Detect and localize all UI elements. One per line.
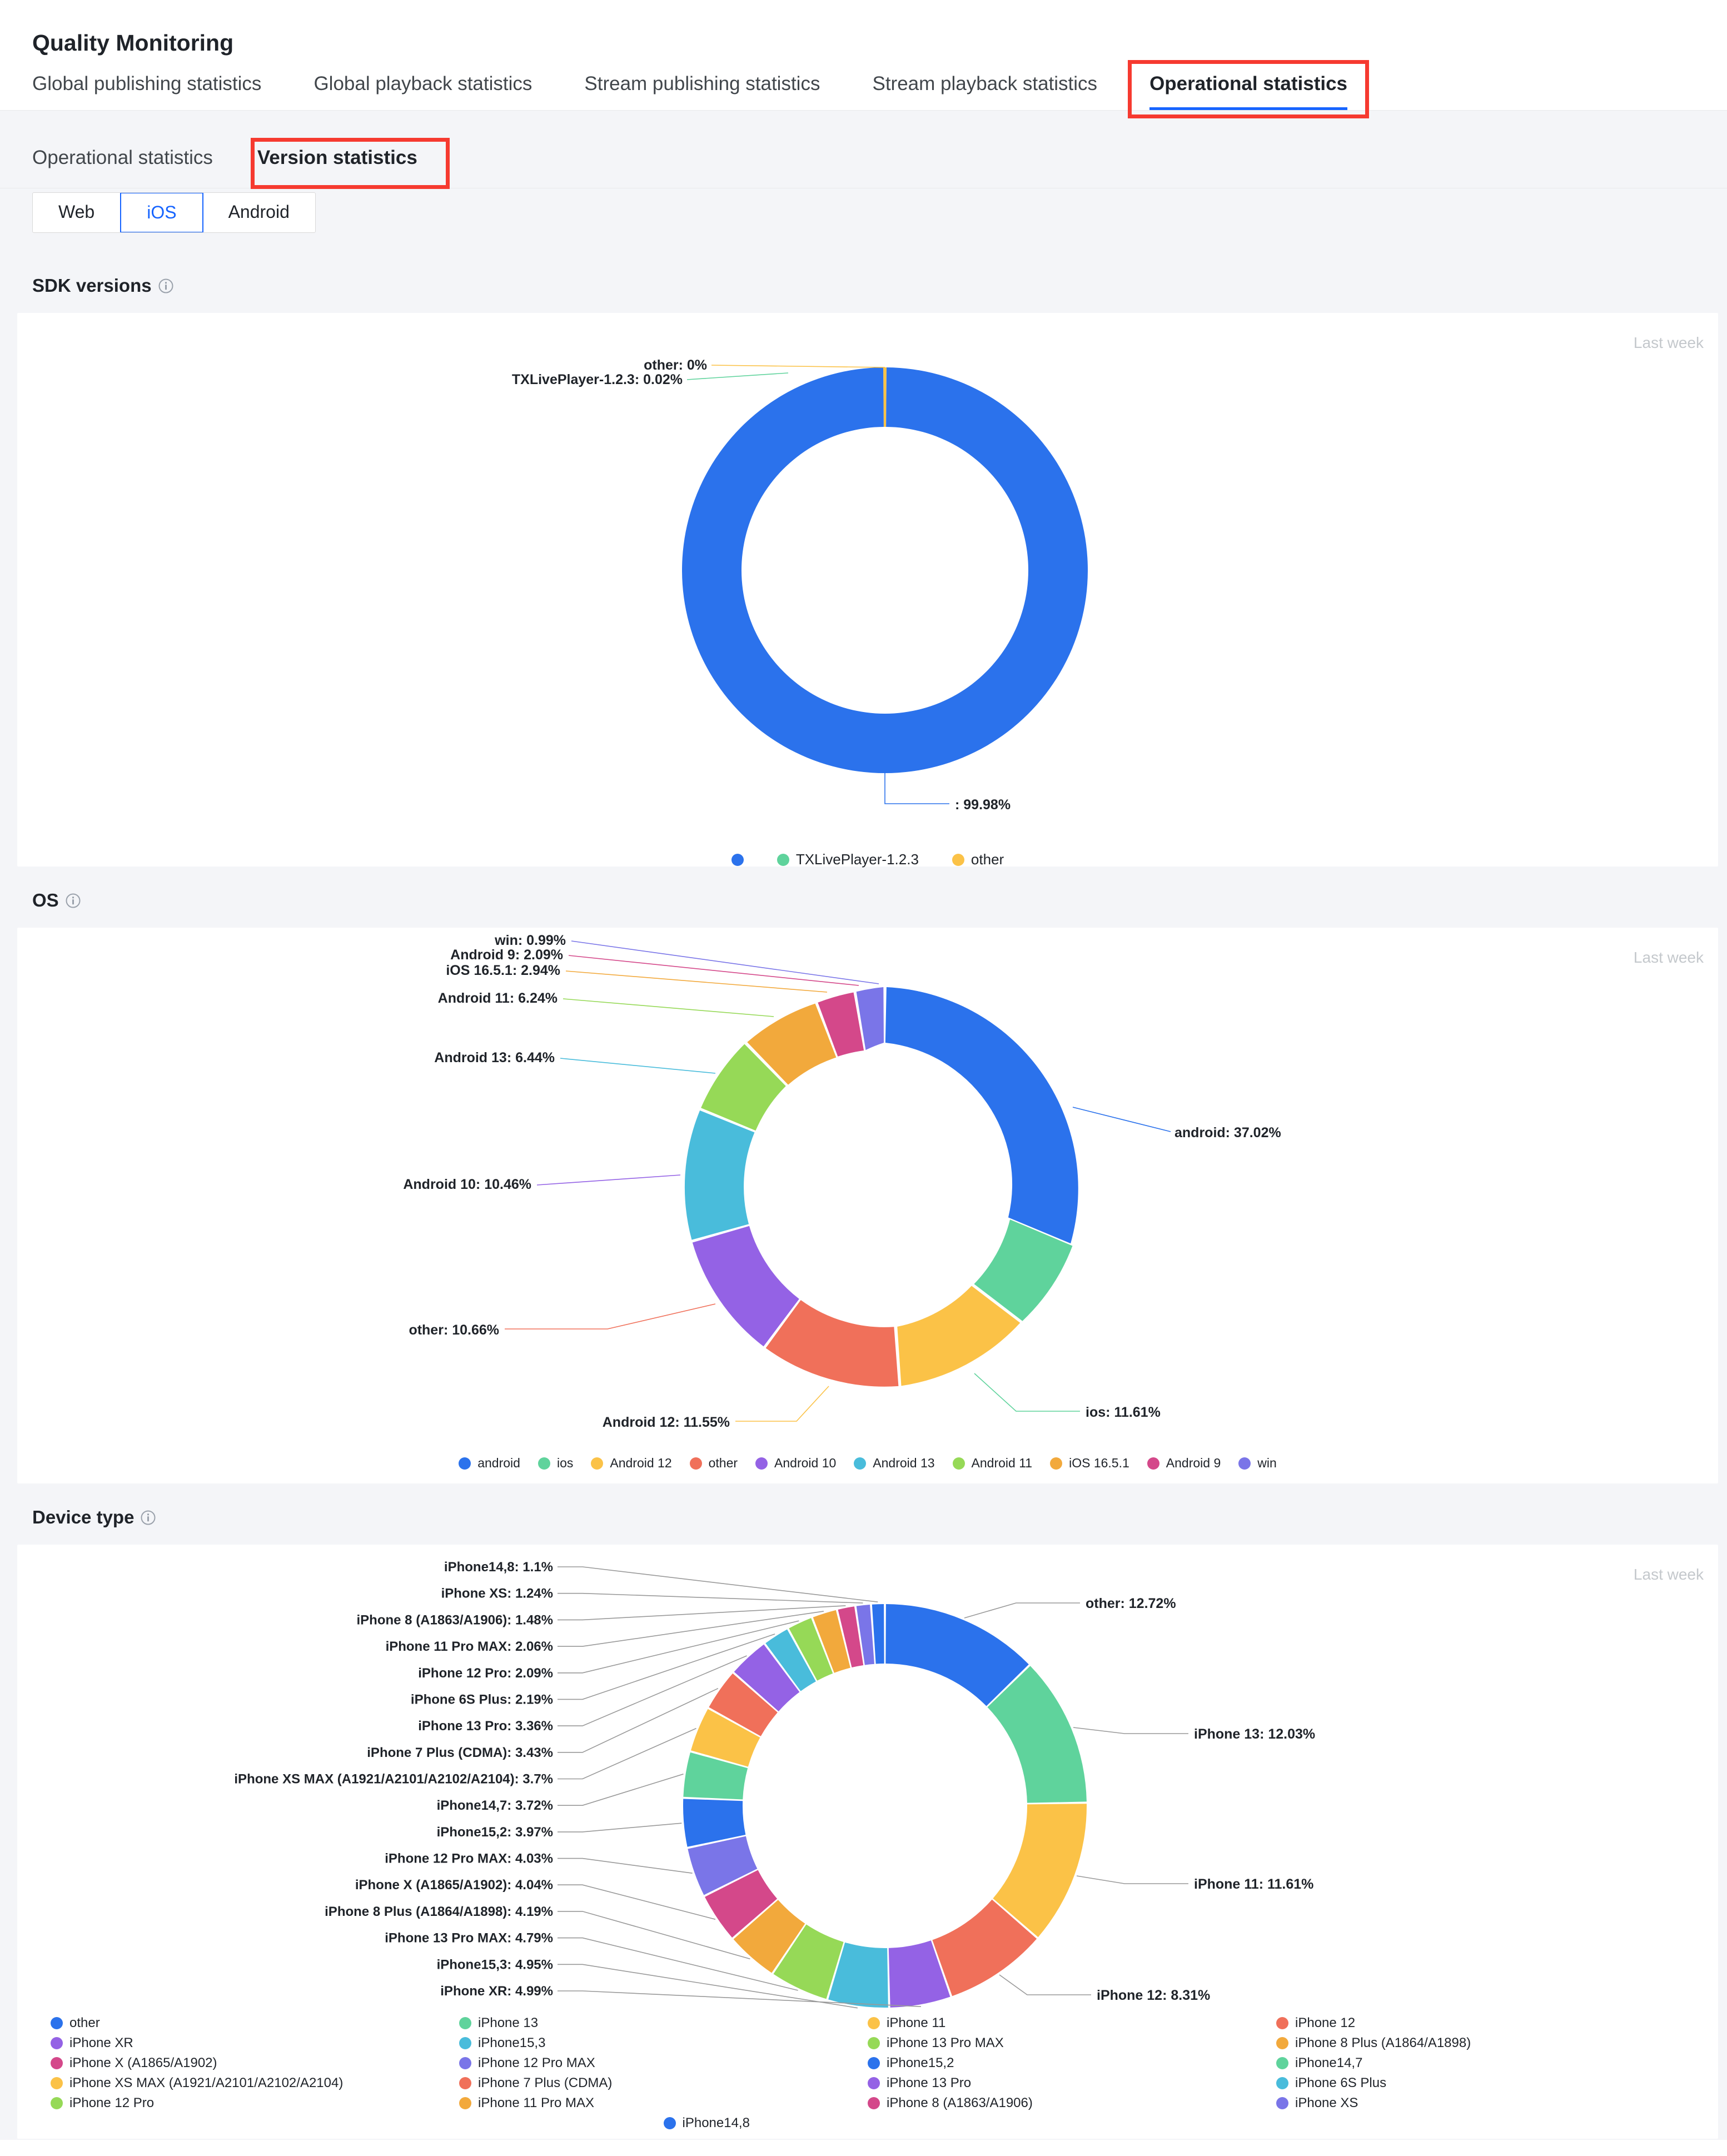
svg-text:iPhone 12 Pro: 2.09%: iPhone 12 Pro: 2.09% (418, 1666, 553, 1681)
svg-text:iPhone 11 Pro MAX: 2.06%: iPhone 11 Pro MAX: 2.06% (386, 1639, 553, 1654)
svg-text:iPhone 6S Plus: 2.19%: iPhone 6S Plus: 2.19% (411, 1692, 553, 1707)
svg-text:win: 0.99%: win: 0.99% (494, 933, 566, 948)
svg-text:Android 9: 2.09%: Android 9: 2.09% (450, 947, 563, 963)
svg-text:other: 12.72%: other: 12.72% (1086, 1596, 1176, 1611)
svg-text:iPhone XS MAX (A1921/A2101/A21: iPhone XS MAX (A1921/A2101/A2102/A2104):… (234, 1772, 553, 1787)
svg-text:iPhone 8 Plus (A1864/A1898): 4: iPhone 8 Plus (A1864/A1898): 4.19% (325, 1904, 553, 1919)
svg-text:other: 0%: other: 0% (644, 357, 707, 373)
svg-text:Android 12: 11.55%: Android 12: 11.55% (603, 1415, 730, 1430)
svg-text:android: 37.02%: android: 37.02% (1174, 1125, 1281, 1141)
svg-text:iPhone 12: 8.31%: iPhone 12: 8.31% (1097, 1988, 1210, 2003)
svg-text:other: 10.66%: other: 10.66% (409, 1322, 499, 1338)
svg-text:iPhone14,8: 1.1%: iPhone14,8: 1.1% (444, 1560, 553, 1575)
svg-text:: 99.98%: : 99.98% (955, 797, 1011, 813)
svg-text:TXLivePlayer-1.2.3: 0.02%: TXLivePlayer-1.2.3: 0.02% (512, 372, 683, 387)
svg-text:iPhone 13 Pro MAX: 4.79%: iPhone 13 Pro MAX: 4.79% (385, 1931, 553, 1946)
svg-text:Android 11: 6.24%: Android 11: 6.24% (438, 990, 558, 1006)
svg-text:iPhone XS: 1.24%: iPhone XS: 1.24% (441, 1586, 553, 1601)
svg-text:iPhone 13 Pro: 3.36%: iPhone 13 Pro: 3.36% (418, 1719, 553, 1734)
svg-text:Android 10: 10.46%: Android 10: 10.46% (403, 1177, 531, 1192)
svg-text:iPhone 11: 11.61%: iPhone 11: 11.61% (1194, 1876, 1313, 1892)
svg-text:iPhone 8 (A1863/A1906): 1.48%: iPhone 8 (A1863/A1906): 1.48% (357, 1612, 554, 1627)
svg-text:iPhone XR: 4.99%: iPhone XR: 4.99% (440, 1984, 553, 1999)
svg-text:iPhone X (A1865/A1902): 4.04%: iPhone X (A1865/A1902): 4.04% (355, 1878, 553, 1893)
svg-text:iPhone15,2: 3.97%: iPhone15,2: 3.97% (437, 1825, 553, 1840)
svg-text:iOS 16.5.1: 2.94%: iOS 16.5.1: 2.94% (446, 963, 560, 978)
svg-text:ios: 11.61%: ios: 11.61% (1086, 1405, 1161, 1420)
svg-text:iPhone15,3: 4.95%: iPhone15,3: 4.95% (437, 1957, 553, 1972)
svg-text:iPhone 7 Plus (CDMA): 3.43%: iPhone 7 Plus (CDMA): 3.43% (367, 1745, 553, 1760)
svg-text:iPhone 13: 12.03%: iPhone 13: 12.03% (1194, 1726, 1315, 1742)
svg-text:iPhone14,7: 3.72%: iPhone14,7: 3.72% (437, 1798, 553, 1813)
svg-text:Android 13: 6.44%: Android 13: 6.44% (434, 1050, 555, 1065)
svg-text:iPhone 12 Pro MAX: 4.03%: iPhone 12 Pro MAX: 4.03% (385, 1851, 553, 1866)
